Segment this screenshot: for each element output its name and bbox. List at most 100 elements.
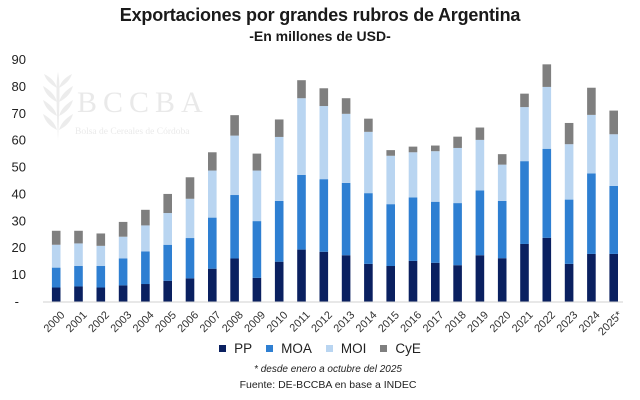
x-tick-label: 2002 — [86, 309, 112, 335]
bar-stack-2003 — [118, 221, 128, 302]
bar-segment-moa — [497, 200, 507, 259]
bar-stack-2016 — [408, 146, 418, 302]
bar-segment-cye — [497, 154, 507, 165]
x-tick-label: 2010 — [265, 309, 291, 335]
bar-stack-2020 — [497, 154, 507, 302]
legend-swatch-pp — [219, 345, 227, 352]
bar-segment-moa — [118, 258, 128, 286]
bar-segment-cye — [163, 193, 172, 214]
bar-segment-moa — [520, 161, 529, 244]
bar-stack-2013 — [341, 98, 351, 302]
x-tick-label: 2009 — [242, 309, 268, 335]
bar-segment-moa — [252, 221, 262, 278]
bar-segment-cye — [564, 122, 574, 145]
bar-segment-pp — [520, 243, 529, 302]
bar-segment-moa — [364, 193, 373, 264]
bar-segment-moa — [208, 217, 217, 269]
chart-title: Exportaciones por grandes rubros de Arge… — [119, 5, 521, 25]
legend-swatch-cye — [380, 345, 388, 352]
x-tick-label: 2025* — [596, 309, 625, 338]
bar-segment-moi — [564, 144, 574, 200]
bar-segment-pp — [274, 261, 284, 302]
bar-segment-pp — [364, 263, 373, 302]
bar-stack-2009 — [252, 153, 262, 302]
y-tick-label: 80 — [12, 79, 26, 94]
y-tick-label: 70 — [12, 106, 26, 121]
bar-segment-cye — [364, 118, 373, 132]
bar-segment-moi — [609, 134, 618, 186]
bar-segment-moa — [431, 201, 440, 263]
bar-segment-cye — [74, 230, 83, 244]
x-tick-label: 2000 — [42, 309, 68, 335]
bar-segment-moa — [230, 195, 239, 259]
bar-segment-moa — [163, 244, 172, 281]
bar-segment-pp — [609, 253, 618, 302]
x-tick-label: 2003 — [109, 309, 135, 335]
bar-stack-2002 — [96, 233, 106, 302]
bar-segment-moi — [118, 236, 128, 259]
legend-swatch-moa — [266, 345, 274, 352]
bar-segment-cye — [386, 150, 395, 156]
bar-segment-cye — [431, 145, 440, 152]
x-tick-label: 2023 — [555, 309, 581, 335]
bar-segment-cye — [341, 98, 351, 114]
bccba-watermark-logo: BCCBA Bolsa de Cereales de Córdoba — [43, 72, 209, 140]
x-tick-label: 2011 — [288, 309, 313, 334]
bar-stack-2022 — [542, 64, 552, 302]
x-tick-label: 2016 — [398, 309, 424, 335]
legend-label-cye: CyE — [395, 341, 421, 356]
x-tick-label: 2006 — [175, 309, 201, 335]
bar-segment-moi — [431, 151, 440, 202]
y-tick-label: 50 — [12, 160, 26, 175]
bar-segment-pp — [118, 285, 128, 302]
x-axis-labels: 2000200120022003200420052006200720082009… — [42, 309, 626, 338]
bar-segment-cye — [520, 93, 529, 108]
x-tick-label: 2015 — [376, 309, 402, 335]
bar-segment-moi — [252, 170, 262, 222]
legend-item-moi: MOI — [325, 341, 366, 356]
bar-segment-cye — [118, 221, 128, 237]
bar-segment-moa — [408, 197, 418, 261]
x-tick-label: 2019 — [465, 309, 491, 335]
bar-segment-moi — [208, 170, 217, 218]
bar-segment-pp — [542, 237, 552, 302]
x-tick-label: 2001 — [64, 309, 90, 335]
bar-stack-2000 — [51, 230, 61, 302]
bar-segment-moa — [386, 204, 395, 266]
x-tick-label: 2008 — [220, 309, 246, 335]
bar-segment-moi — [364, 131, 373, 194]
bar-segment-moa — [587, 173, 596, 254]
bar-segment-cye — [51, 230, 61, 245]
x-tick-label: 2017 — [421, 309, 447, 335]
y-tick-label: 40 — [12, 186, 26, 201]
bar-segment-moi — [96, 245, 106, 267]
y-tick-label: 60 — [12, 133, 26, 148]
x-tick-label: 2014 — [354, 309, 380, 335]
bar-segment-moa — [609, 185, 618, 254]
chart-subtitle: -En millones de USD- — [249, 28, 391, 44]
bar-segment-pp — [453, 265, 462, 302]
bar-segment-pp — [297, 249, 306, 302]
bar-segment-cye — [297, 80, 306, 99]
bar-segment-moi — [341, 113, 351, 183]
bar-segment-pp — [163, 280, 172, 302]
bar-segment-cye — [453, 136, 462, 148]
bar-segment-pp — [319, 251, 329, 302]
legend-swatch-moi — [325, 345, 333, 352]
bar-stack-2015 — [386, 150, 395, 302]
bar-segment-moi — [475, 139, 485, 191]
bar-segment-pp — [497, 258, 507, 302]
bar-segment-moa — [74, 266, 83, 287]
bar-stack-2010 — [274, 119, 284, 302]
legend-label-moa: MOA — [281, 341, 312, 356]
bar-segment-pp — [51, 287, 61, 302]
x-tick-label: 2020 — [488, 309, 514, 335]
bar-segment-moa — [141, 251, 150, 285]
bar-segment-cye — [252, 153, 262, 171]
legend-item-cye: CyE — [380, 341, 421, 356]
bar-segment-moi — [408, 152, 418, 198]
bar-segment-moi — [274, 136, 284, 201]
watermark-name: BCCBA — [77, 86, 209, 119]
bar-segment-moi — [386, 155, 395, 205]
bar-stack-2005 — [163, 193, 172, 302]
